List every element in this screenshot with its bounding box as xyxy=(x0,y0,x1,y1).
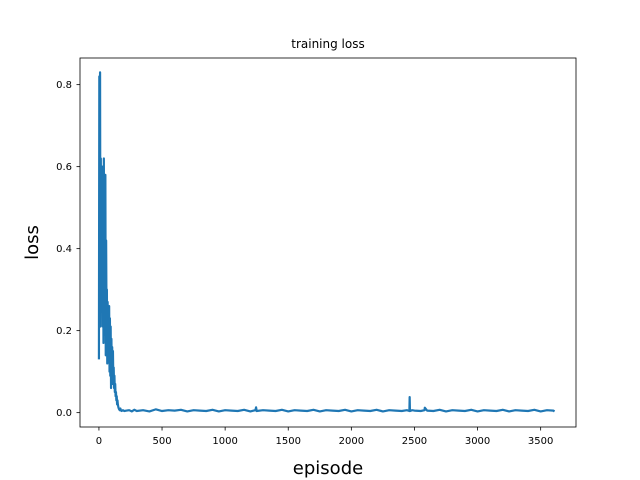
plot-area: 0 500 1000 1500 2000 2500 3000 3500 0.0 0.2 0.4 0.6… xyxy=(56,57,577,447)
x-tick-label-6: 3000 xyxy=(465,436,490,447)
x-tick-label-4: 2000 xyxy=(339,436,364,447)
x-tick-label-5: 2500 xyxy=(402,436,427,447)
x-tick-label-7: 3500 xyxy=(528,436,553,447)
axes-frame xyxy=(79,57,577,428)
x-tick-label-1: 500 xyxy=(152,436,171,447)
y-tick-label-1: 0.2 xyxy=(56,326,72,337)
x-axis-label: episode xyxy=(293,458,363,479)
series-line-0 xyxy=(97,71,556,413)
y-tick-label-3: 0.6 xyxy=(56,162,72,173)
chart-title: training loss xyxy=(291,37,364,51)
y-tick-label-0: 0.0 xyxy=(56,408,72,419)
x-tick-label-2: 1000 xyxy=(212,436,237,447)
y-axis-label: loss xyxy=(22,225,43,260)
y-tick-label-4: 0.8 xyxy=(56,80,72,91)
y-tick-label-2: 0.4 xyxy=(56,244,72,255)
x-tick-label-3: 1500 xyxy=(276,436,301,447)
x-tick-label-0: 0 xyxy=(96,436,102,447)
